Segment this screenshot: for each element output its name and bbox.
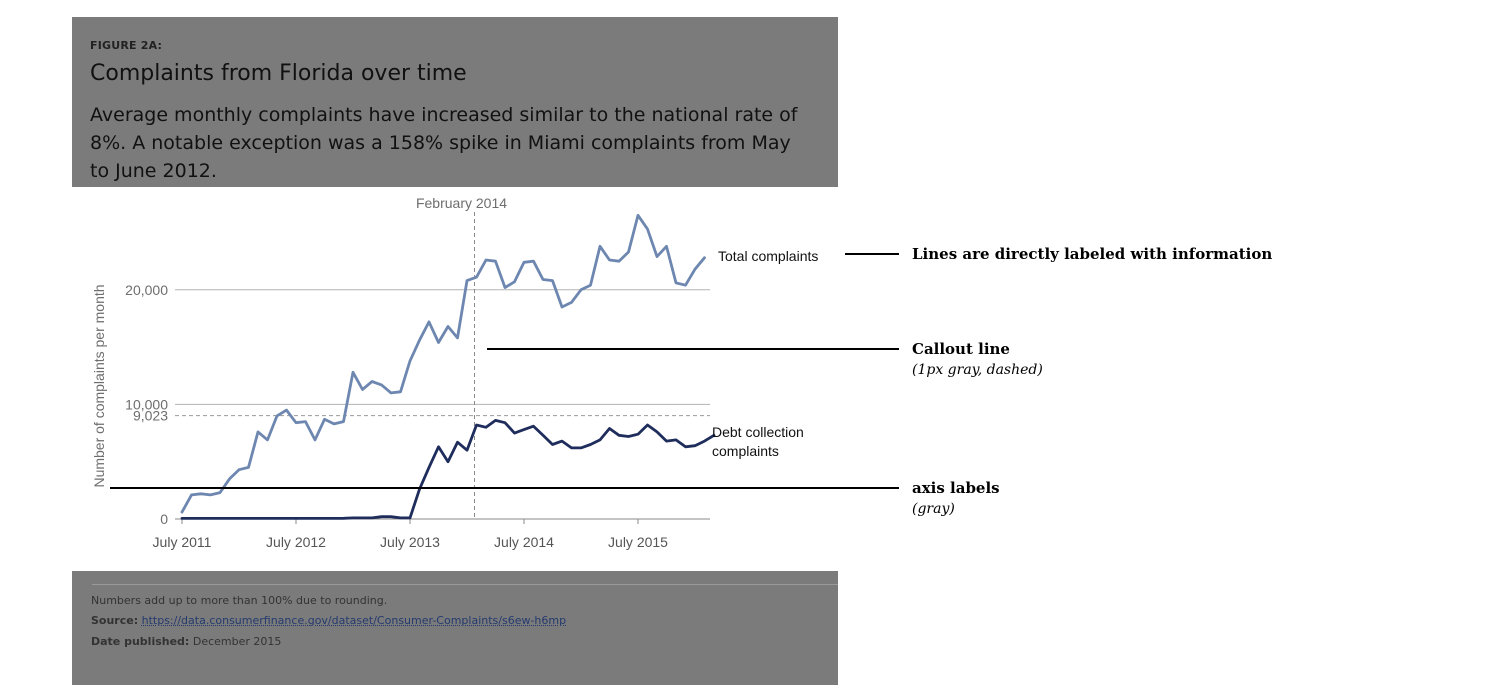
footer-date: Date published: December 2015: [91, 635, 281, 648]
series-label-line: Debt collection: [712, 424, 804, 440]
annotation-callout-title: Callout line: [912, 340, 1010, 358]
figure-description: Average monthly complaints have increase…: [90, 104, 798, 182]
date-label: Date published:: [91, 635, 190, 648]
y-tick-label: 20,000: [125, 282, 168, 298]
y-axis-title: Number of complaints per month: [91, 284, 107, 487]
date-value: December 2015: [192, 635, 282, 648]
footer-panel: Numbers add up to more than 100% due to …: [72, 571, 838, 685]
x-tick-label: July 2014: [494, 534, 554, 550]
x-tick-label: July 2012: [266, 534, 326, 550]
footer-note: Numbers add up to more than 100% due to …: [91, 594, 388, 607]
footer-divider: [92, 584, 838, 585]
series-line-total-complaints: [180, 213, 706, 514]
annotation-axis-title: axis labels: [912, 479, 1000, 497]
header-panel: FIGURE 2A: Complaints from Florida over …: [72, 17, 838, 187]
figure-label: FIGURE 2A:: [90, 39, 163, 52]
y-tick-label: 0: [160, 511, 168, 527]
x-tick-label: July 2015: [608, 534, 668, 550]
callout-label: February 2014: [416, 195, 507, 211]
series-label-debt-collection: Debt collection complaints: [712, 424, 804, 459]
x-tick-label: July 2013: [380, 534, 440, 550]
footer-source: Source: https://data.consumerfinance.gov…: [91, 614, 566, 627]
annotation-lines-label: Lines are directly labeled with informat…: [912, 245, 1273, 263]
y-tick-label: 10,000: [125, 396, 168, 412]
x-tick-label: July 2011: [153, 534, 212, 550]
source-link[interactable]: https://data.consumerfinance.gov/dataset…: [141, 614, 567, 627]
reference-label: 9,023: [133, 408, 168, 424]
annotation-axis-sub: (gray): [912, 501, 955, 517]
source-label: Source:: [91, 614, 139, 627]
series-label-line: complaints: [712, 443, 779, 459]
annotation-callout-sub: (1px gray, dashed): [912, 362, 1043, 378]
figure-title: Complaints from Florida over time: [90, 61, 467, 86]
series-line-debt-collection: [180, 418, 716, 520]
series-label-total-complaints: Total complaints: [718, 248, 818, 264]
